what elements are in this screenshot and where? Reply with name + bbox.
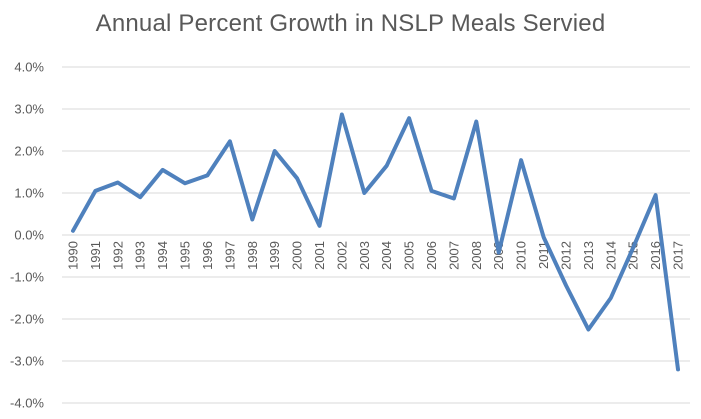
series-layer bbox=[71, 112, 680, 372]
x-tick-label: 1994 bbox=[155, 241, 170, 270]
data-point bbox=[205, 173, 209, 177]
data-point bbox=[250, 217, 254, 221]
x-tick-label: 2005 bbox=[402, 241, 417, 270]
y-tick-label: -2.0% bbox=[10, 312, 44, 327]
data-point bbox=[116, 181, 120, 185]
data-point bbox=[654, 193, 658, 197]
y-tick-label: 4.0% bbox=[14, 60, 44, 75]
data-point bbox=[138, 195, 142, 199]
x-tick-label: 2015 bbox=[626, 241, 641, 270]
data-point bbox=[407, 116, 411, 120]
x-tick-label: 1991 bbox=[88, 241, 103, 270]
x-tick-label: 2016 bbox=[648, 241, 663, 270]
x-tick-label: 2014 bbox=[603, 241, 618, 270]
x-tick-label: 2009 bbox=[491, 241, 506, 270]
x-tick-label: 1993 bbox=[133, 241, 148, 270]
chart-title: Annual Percent Growth in NSLP Meals Serv… bbox=[95, 10, 606, 37]
data-point bbox=[474, 120, 478, 124]
x-tick-label: 1997 bbox=[222, 241, 237, 270]
x-tick-label: 2017 bbox=[671, 241, 686, 270]
data-point bbox=[497, 251, 501, 255]
data-point bbox=[564, 283, 568, 287]
y-tick-label: 2.0% bbox=[14, 144, 44, 159]
x-tick-label: 1995 bbox=[178, 241, 193, 270]
data-point bbox=[340, 112, 344, 116]
y-tick-label: -1.0% bbox=[10, 270, 44, 285]
x-tick-label: 2010 bbox=[514, 241, 529, 270]
x-tick-label: 2008 bbox=[469, 241, 484, 270]
data-point bbox=[71, 229, 75, 233]
data-point bbox=[295, 176, 299, 180]
data-point bbox=[631, 246, 635, 250]
data-point bbox=[183, 181, 187, 185]
data-point bbox=[228, 139, 232, 143]
x-tick-label: 1998 bbox=[245, 241, 260, 270]
gridlines bbox=[62, 66, 690, 404]
x-tick-label: 2002 bbox=[334, 241, 349, 270]
y-tick-label: -3.0% bbox=[10, 354, 44, 369]
x-tick-label: 2013 bbox=[581, 241, 596, 270]
data-point bbox=[385, 164, 389, 168]
x-tick-label: 2007 bbox=[446, 241, 461, 270]
y-axis-tick-labels: -4.0% -3.0% -2.0% -1.0% 0.0% 1.0% 2.0% 3.0% 4.0% bbox=[10, 60, 44, 411]
y-tick-label: 1.0% bbox=[14, 186, 44, 201]
data-point bbox=[676, 367, 680, 371]
data-point bbox=[452, 196, 456, 200]
x-axis-tick-labels: 1990 1991 1992 1993 1994 1995 1996 1997 1998 1999… bbox=[66, 241, 686, 270]
data-point bbox=[362, 191, 366, 195]
data-point bbox=[317, 224, 321, 228]
x-tick-label: 2001 bbox=[312, 241, 327, 270]
series-line bbox=[71, 112, 680, 372]
data-point bbox=[542, 235, 546, 239]
x-tick-label: 2006 bbox=[424, 241, 439, 270]
y-tick-label: 0.0% bbox=[14, 228, 44, 243]
x-tick-label: 1990 bbox=[66, 241, 81, 270]
data-point bbox=[609, 296, 613, 300]
x-tick-label: 1999 bbox=[267, 241, 282, 270]
x-tick-label: 2003 bbox=[357, 241, 372, 270]
data-point bbox=[519, 158, 523, 162]
x-tick-label: 2012 bbox=[558, 241, 573, 270]
x-tick-label: 1992 bbox=[110, 241, 125, 270]
data-point bbox=[430, 189, 434, 193]
x-tick-label: 2000 bbox=[290, 241, 305, 270]
x-tick-label: 1996 bbox=[200, 241, 215, 270]
y-tick-label: -4.0% bbox=[10, 396, 44, 411]
data-point bbox=[161, 168, 165, 172]
data-point bbox=[586, 328, 590, 332]
data-point bbox=[273, 149, 277, 153]
y-tick-label: 3.0% bbox=[14, 102, 44, 117]
data-point bbox=[93, 189, 97, 193]
x-tick-label: 2004 bbox=[379, 241, 394, 270]
